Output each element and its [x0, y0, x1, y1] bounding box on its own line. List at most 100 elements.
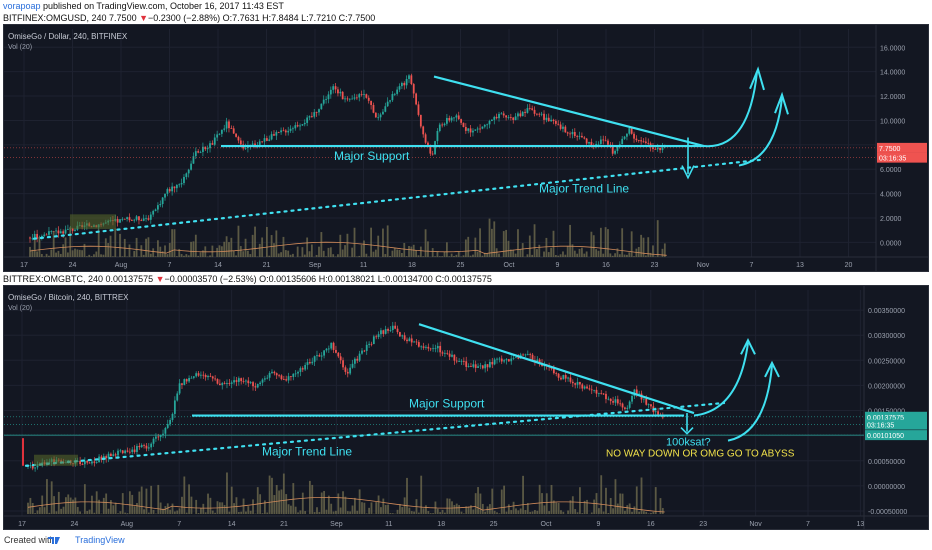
volume-bar [464, 239, 467, 257]
volume-bar [83, 484, 86, 514]
volume-bar [645, 511, 648, 514]
volume-bar [635, 486, 638, 514]
volume-bar [318, 246, 320, 257]
candle-body [460, 360, 463, 362]
volume-bar [218, 245, 221, 257]
candle-body [448, 118, 451, 121]
chart-panel-omgbtc[interactable]: 0.00350000 0.00300000 0.00250000 0.00200000… [3, 285, 929, 530]
chart-omgbtc-svg[interactable]: 0.00350000 0.00300000 0.00250000 0.00200000… [4, 286, 928, 529]
up-arrow-head-icon [764, 360, 780, 378]
candle-body [261, 379, 264, 383]
candle-body [147, 218, 150, 220]
x-tick-label: 23 [699, 521, 707, 528]
volume-bar [294, 506, 297, 514]
volume-bar [140, 245, 143, 257]
volume-bar [630, 231, 633, 257]
tradingview-link[interactable]: TradingView [75, 535, 125, 545]
volume-bar [408, 245, 410, 257]
volume-bar [623, 254, 626, 257]
candle-body [273, 134, 275, 136]
price-label-text: 0.00101050 [867, 433, 904, 440]
volume-bar [612, 508, 614, 514]
volume-bar [251, 234, 254, 257]
volume-bar [159, 246, 162, 257]
candle-body [597, 392, 600, 394]
down-arrow-head-icon [681, 165, 695, 180]
candle-body [365, 344, 368, 351]
candle-body [656, 147, 659, 150]
candle-body [446, 352, 449, 354]
volume-bar [559, 254, 562, 257]
candle-body [509, 117, 512, 118]
candle-body [657, 411, 659, 415]
volume-bar [41, 495, 44, 514]
volume-bar [427, 511, 430, 514]
candle-body [157, 205, 159, 210]
candle-body [515, 357, 517, 359]
volume-bar [88, 254, 91, 257]
volume-bar [526, 254, 529, 257]
candle-body [121, 218, 124, 220]
candle-body [638, 393, 641, 395]
y-tick-label: 10.0000 [880, 118, 905, 125]
volume-bar [332, 254, 335, 257]
volume-bar [297, 512, 299, 514]
candle-body [114, 454, 117, 456]
volume-bar [69, 497, 72, 514]
author-link[interactable]: vorapoap [3, 1, 41, 11]
candle-body [394, 325, 397, 329]
candle-body [595, 143, 598, 146]
volume-bar [270, 235, 273, 257]
candle-body [145, 445, 148, 449]
candle-body [605, 393, 607, 400]
chart-omgusd-svg[interactable]: 16.000014.000012.000010.00008.00006.0000… [4, 25, 928, 271]
chart-panel-omgusd[interactable]: 16.000014.000012.000010.00008.00006.0000… [3, 24, 929, 272]
volume-bar [45, 253, 48, 257]
candle-body [557, 123, 560, 125]
volume-bar [585, 251, 588, 257]
candle-body [213, 137, 216, 145]
volume-bar [470, 505, 472, 514]
candle-body [564, 375, 567, 379]
volume-bar [29, 497, 32, 514]
volume-bar [457, 251, 460, 257]
candle-body [503, 360, 506, 362]
candle-body [240, 378, 243, 382]
volume-bar [173, 229, 176, 257]
volume-bar [353, 497, 356, 514]
candle-body [258, 141, 261, 146]
candle-body [621, 403, 624, 408]
volume-bar [280, 252, 282, 257]
volume-bar [79, 511, 82, 514]
volume-bar [34, 513, 37, 514]
candle-body [517, 357, 520, 359]
candle-body [100, 456, 103, 460]
candle-body [301, 368, 304, 370]
volume-bar [181, 496, 183, 514]
candle-body [349, 367, 352, 374]
candle-body [29, 465, 32, 467]
candle-body [140, 220, 143, 222]
volume-bar [245, 511, 247, 514]
candle-body [370, 343, 373, 345]
candle-body [474, 129, 477, 131]
volume-bar [157, 240, 159, 257]
volume-bar [567, 510, 569, 514]
candle-body [287, 376, 290, 381]
volume-bar [614, 479, 617, 514]
volume-bar [633, 256, 635, 257]
volume-bar [136, 502, 138, 514]
volume-bar [147, 512, 150, 514]
candle-body [202, 374, 205, 376]
candle-body [514, 116, 517, 121]
volume-bar [98, 499, 100, 514]
price-change: −0.2300 (−2.88%) [148, 13, 221, 23]
indicator-label: Vol (20) [8, 305, 32, 312]
candle-body [164, 427, 167, 434]
candle-body [128, 451, 131, 453]
support-label: Major Support [409, 397, 485, 411]
volume-bar [230, 486, 233, 514]
volume-bar [223, 241, 226, 257]
candle-body [242, 381, 245, 382]
candle-body [403, 335, 406, 340]
